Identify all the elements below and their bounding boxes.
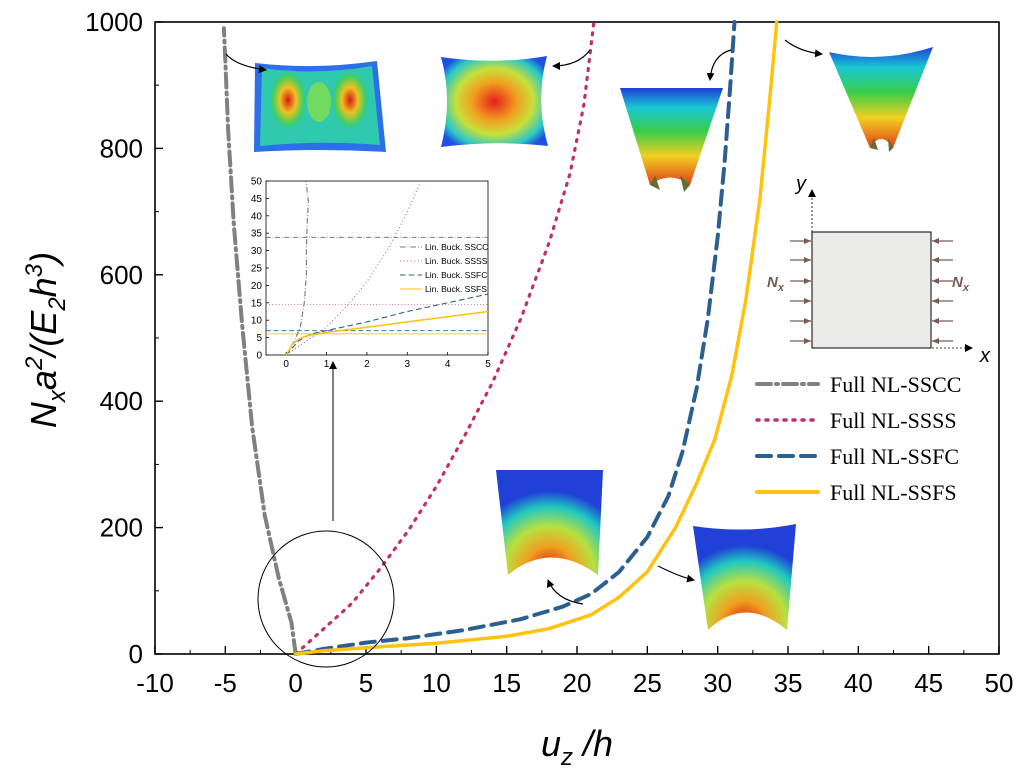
plate-ssfc-top-image [620,88,723,192]
inset-series-lin-buck-sscc [285,181,309,356]
y-tick-label: 1000 [85,7,143,37]
arrow-to-plate-ssss [552,49,591,70]
inset-y-tick-label: 5 [256,333,262,344]
x-tick-label: 20 [563,668,592,698]
load-label-right: Nx [952,274,970,294]
arrow-to-plate-ssfs-top [784,39,823,58]
schematic-y-label: y [794,173,807,195]
inset-x-tick-label: 0 [283,359,289,370]
y-tick-label: 600 [100,260,143,290]
inset-x-tick-label: 4 [445,359,451,370]
x-tick-label: -5 [214,668,237,698]
inset-x-tick-label: 2 [364,359,370,370]
y-axis-label: Nxa2/(E2h3) [21,252,71,428]
y-tick-label: 800 [100,133,143,163]
plate-ssfs-bottom-image [693,524,796,630]
series-full-nl-ssss [294,20,596,656]
legend-label: Full NL-SSFC [830,444,959,469]
x-tick-label: 0 [288,668,302,698]
load-schematic: y x Nx Nx [767,173,991,367]
y-tick-label: 400 [100,386,143,416]
inset-x-tick-label: 5 [485,359,491,370]
x-tick-label: 35 [774,668,803,698]
inset-series-lin-buck-ssfc [285,293,489,356]
x-tick-label: 30 [703,668,732,698]
x-tick-label: 10 [422,668,451,698]
plate-ssss-image [441,56,548,147]
inset-y-tick-label: 0 [256,351,262,362]
x-axis-label: uz /h [541,723,613,769]
inset-legend-label: Lin. Buck. SSFS [425,284,487,294]
inset-legend-label: Lin. Buck. SSFC [425,270,487,280]
inset-y-tick-label: 30 [251,246,263,257]
inset-y-tick-label: 15 [251,298,263,309]
plate-ssfs-top-image [829,47,933,152]
inset-y-tick-label: 40 [251,211,263,222]
inset-legend-label: Lin. Buck. SSSS [425,256,488,266]
y-tick-label: 0 [129,639,143,669]
series-full-nl-sscc [221,26,298,656]
inset-x-tick-label: 3 [404,359,410,370]
legend-label: Full NL-SSFS [830,480,957,505]
main-series [221,20,779,656]
inset-y-tick-label: 35 [251,229,263,240]
plate-rect [811,231,932,349]
arrow-to-plate-sscc [225,53,267,74]
x-tick-label: 50 [985,668,1014,698]
inset-y-tick-label: 20 [251,281,263,292]
legend: Full NL-SSCC Full NL-SSSS Full NL-SSFC Full… [755,372,961,505]
inset-y-tick-label: 45 [251,194,263,205]
schematic-x-label: x [979,345,991,367]
inset-legend-label: Lin. Buck. SSCC [425,242,488,252]
inset-x-tick-label: 1 [324,359,330,370]
main-ticks: -10 -5 0 5 10 15 20 25 30 35 40 45 50020040060080010… [85,7,1013,698]
x-tick-label: 5 [359,668,373,698]
inset-y-tick-label: 50 [251,177,263,188]
x-tick-label: 45 [914,668,943,698]
series-full-nl-ssfc [293,20,737,656]
legend-label: Full NL-SSSS [830,408,957,433]
arrow-to-plate-ssfc-top [706,49,732,81]
legend-label: Full NL-SSCC [830,372,961,397]
series-full-nl-ssfs [293,20,779,656]
zoom-circle [257,530,395,668]
inset-y-tick-label: 10 [251,316,263,327]
plate-sscc-image [254,61,386,152]
y-tick-label: 200 [100,513,143,543]
arrow-to-plate-ssfc-bottom [546,579,584,605]
inset-y-tick-label: 25 [251,264,263,275]
inset-series-lin-buck-ssfs [285,310,489,356]
x-tick-label: 25 [633,668,662,698]
x-tick-label: -10 [136,668,174,698]
x-tick-label: 15 [492,668,521,698]
arrow-to-plate-ssfs-bottom [657,565,695,583]
inset-series-lin-buck-ssss [285,184,420,356]
plate-ssfc-bottom-image [496,470,603,575]
x-tick-label: 40 [844,668,873,698]
load-label-left: Nx [767,274,785,294]
